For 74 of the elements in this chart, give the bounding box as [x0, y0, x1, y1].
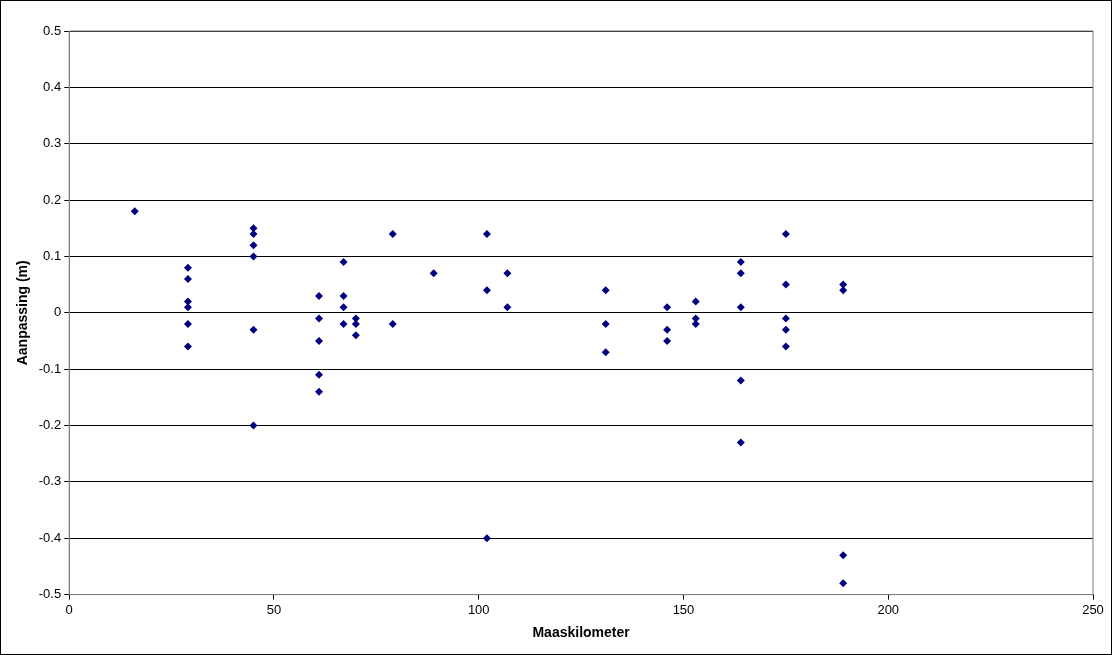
point [503, 303, 512, 312]
point [315, 387, 324, 396]
point [183, 274, 192, 283]
point [183, 320, 192, 329]
point [351, 320, 360, 329]
point [429, 269, 438, 278]
point [388, 229, 397, 238]
x-tick-label: 150 [672, 601, 695, 617]
point [249, 252, 258, 261]
y-tick-label: 0.2 [43, 191, 62, 207]
y-tick-label: -0.4 [38, 529, 62, 545]
point [249, 325, 258, 334]
y-tick-label: -0.3 [38, 473, 62, 489]
y-tick-label: -0.2 [38, 417, 62, 433]
x-axis-title: Maaskilometer [532, 624, 631, 641]
x-tick-label: 0 [65, 601, 73, 617]
point [736, 438, 745, 447]
point [601, 320, 610, 329]
y-tick-label: -0.5 [38, 586, 62, 602]
point [351, 314, 360, 323]
point [249, 421, 258, 430]
point [315, 291, 324, 300]
point [839, 286, 848, 295]
point [351, 331, 360, 340]
y-axis-title: Aanpassing (m) [14, 260, 31, 366]
point [736, 376, 745, 385]
y-tick-label: -0.1 [38, 360, 62, 376]
point [839, 579, 848, 588]
point [691, 297, 700, 306]
point [315, 370, 324, 379]
point [663, 325, 672, 334]
point [183, 297, 192, 306]
point [781, 280, 790, 289]
y-tick-label: 0.4 [43, 78, 62, 94]
point [503, 269, 512, 278]
point [663, 303, 672, 312]
point [339, 303, 348, 312]
point [482, 534, 491, 543]
point [691, 320, 700, 329]
point [339, 258, 348, 267]
point [601, 286, 610, 295]
point [781, 229, 790, 238]
point [183, 303, 192, 312]
x-tick-label: 100 [467, 601, 490, 617]
y-tick-label: 0.3 [43, 135, 62, 151]
point [736, 303, 745, 312]
x-tick-label: 200 [877, 601, 900, 617]
point [736, 258, 745, 267]
y-tick-label: 0.5 [43, 22, 62, 38]
point [183, 263, 192, 272]
point [249, 224, 258, 233]
point [839, 551, 848, 560]
point [482, 286, 491, 295]
point [663, 336, 672, 345]
point [482, 229, 491, 238]
point [781, 342, 790, 351]
point [691, 314, 700, 323]
point [315, 314, 324, 323]
x-tick-label: 250 [1082, 601, 1104, 617]
x-tick-label: 50 [266, 601, 282, 617]
point [130, 207, 139, 216]
point [315, 336, 324, 345]
point [339, 291, 348, 300]
point [249, 241, 258, 250]
point [839, 280, 848, 289]
point [339, 320, 348, 329]
point [601, 348, 610, 357]
y-tick-label: 0 [53, 304, 62, 320]
point [781, 314, 790, 323]
point [781, 325, 790, 334]
point [183, 342, 192, 351]
point [736, 269, 745, 278]
y-tick-label: 0.1 [43, 248, 62, 264]
point [388, 320, 397, 329]
